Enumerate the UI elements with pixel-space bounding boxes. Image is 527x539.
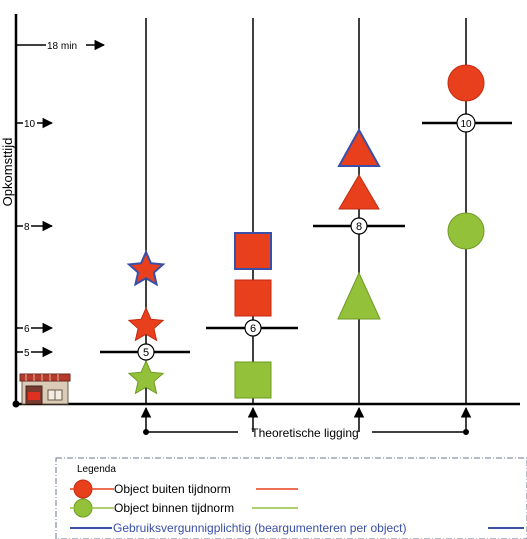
norm-label-10: 10 bbox=[460, 119, 472, 130]
legend-item-buiten: Object buiten tijdnorm bbox=[70, 479, 298, 499]
square-buiten-tijdnorm bbox=[234, 279, 272, 317]
norm-label-8: 8 bbox=[356, 221, 362, 233]
y-tick-label-6: 6 bbox=[24, 324, 30, 335]
star-buiten-tijdnorm bbox=[127, 306, 165, 342]
norm-label-6: 6 bbox=[250, 323, 256, 335]
legend-item-gebruiksvergunning: Gebruiksvergunnigplichtig (beargumentere… bbox=[70, 521, 524, 535]
y-tick-10: 10 bbox=[16, 117, 54, 130]
legend-item-binnen: Object binnen tijdnorm bbox=[70, 498, 298, 518]
norm-marker-8: 8 bbox=[313, 217, 405, 235]
circle-binnen-tijdnorm bbox=[447, 212, 485, 250]
square-gebruiksvergunningplichtig bbox=[234, 232, 272, 270]
star-binnen-tijdnorm bbox=[127, 359, 165, 395]
y-tick-label-10: 10 bbox=[24, 119, 36, 130]
bracket-label: Theoretische ligging bbox=[251, 426, 358, 440]
legend: Legenda Object buiten tijdnorm Object bi… bbox=[55, 457, 527, 539]
y-tick-8: 8 bbox=[16, 220, 54, 233]
y-tick-label-5: 5 bbox=[24, 348, 30, 359]
theoretische-ligging-bracket: Theoretische ligging bbox=[140, 406, 472, 440]
y-tick-5: 5 bbox=[16, 346, 54, 359]
norm-marker-10: 10 bbox=[422, 113, 512, 133]
circle-buiten-tijdnorm bbox=[447, 64, 485, 102]
triangle-gebruiksvergunningplichtig bbox=[337, 127, 381, 167]
norm-label-5: 5 bbox=[143, 347, 149, 359]
triangle-buiten-tijdnorm bbox=[338, 174, 380, 210]
y-tick-18: 18 min bbox=[16, 39, 106, 52]
fire-station-icon bbox=[19, 373, 71, 405]
star-gebruiksvergunningplichtig bbox=[126, 249, 166, 287]
y-tick-label-18: 18 min bbox=[47, 41, 77, 52]
triangle-binnen-tijdnorm bbox=[337, 271, 381, 320]
y-axis-title: Opkomsttijd bbox=[0, 138, 15, 207]
legend-title: Legenda bbox=[77, 464, 116, 475]
legend-label-gebruiksvergunning: Gebruiksvergunnigplichtig (beargumentere… bbox=[113, 521, 407, 535]
legend-frame bbox=[55, 457, 527, 539]
norm-marker-5: 5 bbox=[100, 343, 190, 361]
y-tick-6: 6 bbox=[16, 322, 54, 335]
norm-marker-6: 6 bbox=[206, 319, 298, 337]
square-binnen-tijdnorm bbox=[234, 361, 272, 399]
legend-label-buiten: Object buiten tijdnorm bbox=[114, 482, 231, 496]
legend-label-binnen: Object binnen tijdnorm bbox=[114, 501, 234, 515]
y-tick-label-8: 8 bbox=[24, 222, 30, 233]
axis-origin-dot bbox=[12, 400, 20, 408]
